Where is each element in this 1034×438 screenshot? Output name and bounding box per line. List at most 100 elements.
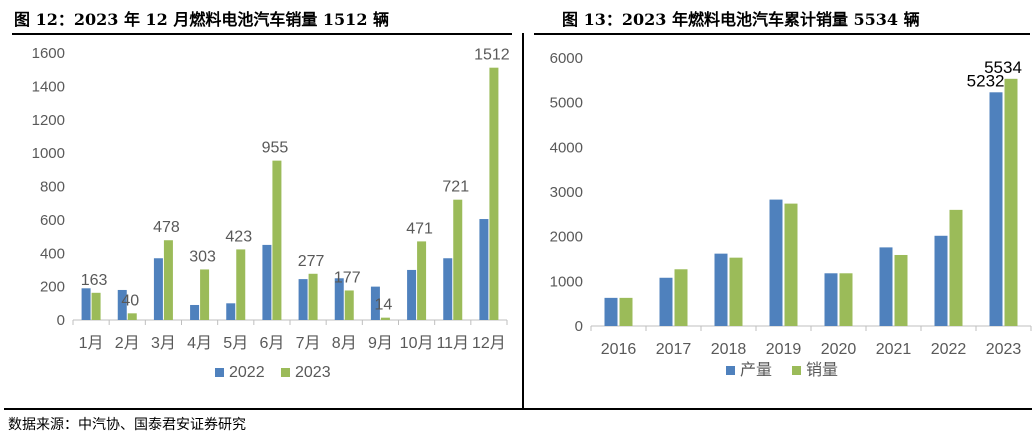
bar-2023-7月	[308, 273, 318, 320]
bar-2022-6月	[262, 244, 272, 320]
bar-2023-3月	[163, 240, 173, 320]
x-category-label: 2018	[711, 341, 747, 358]
data-label-2023: 163	[81, 272, 108, 289]
x-category-label: 3月	[151, 335, 176, 352]
bar-2022-12月	[479, 219, 489, 320]
bar-销量-2016	[619, 297, 633, 326]
data-label-2023: 1512	[474, 47, 510, 64]
x-category-label: 7月	[296, 335, 321, 352]
legend-label-2023: 2023	[295, 364, 331, 381]
x-category-label: 9月	[368, 335, 393, 352]
bar-2023-2月	[127, 313, 137, 320]
bar-销量-2021	[894, 254, 908, 326]
bar-销量-2018	[729, 257, 743, 326]
data-label-2023: 423	[225, 228, 252, 245]
data-label-产量: 5232	[967, 71, 1005, 90]
x-category-label: 12月	[472, 335, 506, 352]
data-label-2023: 303	[189, 248, 216, 265]
bar-销量-2020	[839, 273, 853, 326]
y-tick-label: 3000	[550, 184, 583, 201]
annual-production-sales-chart: 0 1000 2000 3000 4000 5000 6000 2016 2017 2018 201…	[550, 50, 1032, 379]
legend-swatch-产量	[726, 366, 735, 375]
data-label-2023: 40	[121, 292, 139, 309]
y-tick-label: 4000	[550, 139, 583, 156]
left-figure-title: 图 12：2023 年 12 月燃料电池汽车销量 1512 辆	[14, 10, 390, 29]
y-tick-label: 6000	[550, 50, 583, 67]
y-tick-label: 0	[57, 312, 65, 329]
y-tick-label: 1400	[32, 78, 65, 95]
legend-label-销量: 销量	[806, 361, 838, 379]
bar-2022-1月	[81, 288, 91, 320]
monthly-sales-chart: 0 200 400 600 800 1000 1200 1400 1600 1月 2月 3月 4月 5月 6…	[32, 45, 510, 381]
legend-swatch-2022	[215, 368, 224, 377]
bar-2023-6月	[272, 160, 282, 320]
bar-产量-2016	[604, 297, 618, 326]
legend-label-2022: 2022	[229, 364, 265, 381]
x-category-label: 8月	[332, 335, 357, 352]
y-tick-label: 5000	[550, 95, 583, 112]
bar-产量-2023	[989, 92, 1003, 326]
y-tick-label: 0	[575, 318, 583, 335]
bar-2023-4月	[200, 269, 210, 320]
data-label-2023: 14	[375, 297, 393, 314]
bar-产量-2020	[824, 273, 838, 326]
bar-产量-2018	[714, 253, 728, 326]
bar-2022-3月	[153, 258, 163, 320]
bar-销量-2019	[784, 203, 798, 326]
x-category-label: 2023	[986, 341, 1022, 358]
center-divider	[522, 33, 524, 408]
bar-2022-5月	[226, 303, 236, 320]
bar-2023-1月	[91, 292, 101, 320]
x-category-label: 5月	[223, 335, 248, 352]
bar-2022-7月	[298, 279, 308, 320]
bar-2022-10月	[407, 269, 417, 320]
bar-2023-10月	[417, 241, 427, 320]
y-tick-label: 1000	[550, 273, 583, 290]
bar-2022-11月	[443, 258, 453, 320]
y-tick-label: 1200	[32, 112, 65, 129]
bar-产量-2021	[879, 247, 893, 326]
y-tick-label: 2000	[550, 229, 583, 246]
bar-销量-2017	[674, 269, 688, 326]
left-title-rule	[12, 33, 512, 35]
bar-产量-2017	[659, 277, 673, 326]
x-category-label: 6月	[259, 335, 284, 352]
data-source-note: 数据来源：中汽协、国泰君安证券研究	[8, 417, 246, 433]
data-label-销量: 5534	[984, 58, 1022, 77]
data-label-2023: 955	[262, 140, 289, 157]
y-tick-label: 600	[40, 212, 65, 229]
legend-label-产量: 产量	[740, 361, 772, 379]
bar-销量-2022	[949, 209, 963, 326]
x-category-label: 2020	[821, 341, 857, 358]
x-category-label: 2017	[656, 341, 692, 358]
y-tick-label: 400	[40, 245, 65, 262]
y-tick-label: 1600	[32, 45, 65, 62]
bar-2023-12月	[489, 67, 499, 320]
bar-产量-2022	[934, 235, 948, 326]
bar-2022-8月	[334, 278, 344, 320]
bar-2023-9月	[380, 317, 390, 320]
right-title-rule	[534, 33, 1030, 35]
bar-2022-4月	[190, 304, 200, 320]
bar-销量-2023	[1004, 78, 1018, 326]
data-label-2023: 471	[406, 220, 433, 237]
data-label-2023: 277	[298, 253, 325, 270]
legend-swatch-2023	[281, 368, 290, 377]
x-category-label: 4月	[187, 335, 212, 352]
bar-2022-9月	[370, 286, 380, 320]
bar-产量-2019	[769, 199, 783, 326]
legend-swatch-销量	[792, 366, 801, 375]
x-category-label: 2022	[931, 341, 967, 358]
bar-2023-8月	[344, 290, 354, 320]
data-label-2023: 721	[442, 179, 469, 196]
x-category-label: 2月	[115, 335, 140, 352]
x-category-label: 10月	[400, 335, 434, 352]
y-tick-label: 800	[40, 179, 65, 196]
bar-2023-11月	[453, 199, 463, 320]
x-category-label: 2016	[601, 341, 637, 358]
right-figure-title: 图 13：2023 年燃料电池汽车累计销量 5534 辆	[562, 10, 920, 29]
y-tick-label: 1000	[32, 145, 65, 162]
x-category-label: 2021	[876, 341, 912, 358]
bar-2022-2月	[117, 289, 127, 320]
x-category-label: 1月	[79, 335, 104, 352]
